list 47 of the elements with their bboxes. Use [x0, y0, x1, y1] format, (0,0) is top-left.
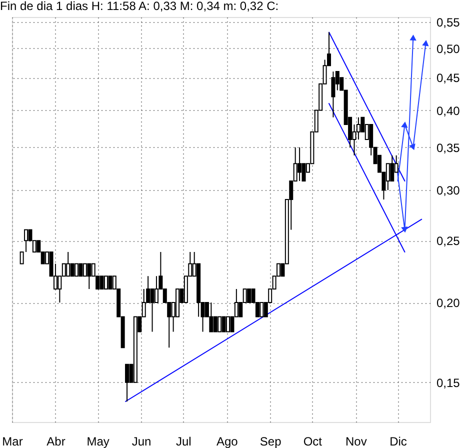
- x-tick-label: Nov: [345, 434, 367, 448]
- x-tick-label: Jul: [176, 434, 192, 448]
- y-tick-label: 0,20: [436, 296, 460, 310]
- y-tick-label: 0,55: [436, 15, 460, 30]
- x-tick-label: Dic: [390, 434, 407, 448]
- candlestick: [82, 263, 87, 277]
- point: [401, 122, 408, 128]
- candlestick: [100, 276, 104, 290]
- candlestick: [150, 288, 154, 332]
- candlestick: [70, 263, 74, 277]
- y-tick-label: 0,15: [436, 376, 460, 390]
- y-tick-label: 0,35: [436, 140, 460, 155]
- y-tick-label: 0,40: [436, 104, 460, 118]
- x-tick-label: May: [86, 434, 110, 448]
- x-tick-label: Sep: [260, 434, 282, 448]
- x-tick-label: Ago: [216, 434, 238, 448]
- candlestick: [154, 276, 158, 304]
- candlestick: [87, 263, 92, 290]
- x-tick-label: Oct: [303, 434, 323, 448]
- x-tick-label: Abr: [46, 434, 66, 448]
- candlestick: [302, 163, 306, 182]
- candlestick: [247, 288, 252, 304]
- y-tick-label: 0,30: [436, 184, 460, 198]
- candlestick: [260, 302, 264, 318]
- candlestick: [331, 71, 336, 118]
- candlestick: [209, 302, 214, 332]
- candlestick: [390, 154, 394, 182]
- candlestick: [222, 316, 226, 332]
- candlestick: [125, 364, 130, 402]
- point: [409, 143, 416, 150]
- candlestick: [226, 316, 230, 332]
- y-tick-label: 0,25: [436, 234, 460, 248]
- point: [422, 40, 429, 46]
- y-tick-label: 0,50: [436, 42, 460, 56]
- candlestick: [74, 263, 79, 277]
- candlestick: [298, 146, 302, 182]
- candlestick: [213, 316, 218, 332]
- y-tick-label: 0,45: [436, 71, 460, 86]
- candlestick: [78, 263, 83, 277]
- x-tick-label: Jun: [132, 434, 152, 448]
- candlestick: [104, 276, 108, 290]
- x-tick-label: Mar: [2, 434, 23, 448]
- chart-title: Fin de dia 1 dias H: 11:58 A: 0,33 M: 0,34 m: 0,32 C:: [0, 0, 279, 13]
- candlestick: [108, 276, 112, 290]
- candlestick: [66, 251, 70, 277]
- candlestick: [386, 163, 390, 191]
- candlestick: [218, 316, 222, 332]
